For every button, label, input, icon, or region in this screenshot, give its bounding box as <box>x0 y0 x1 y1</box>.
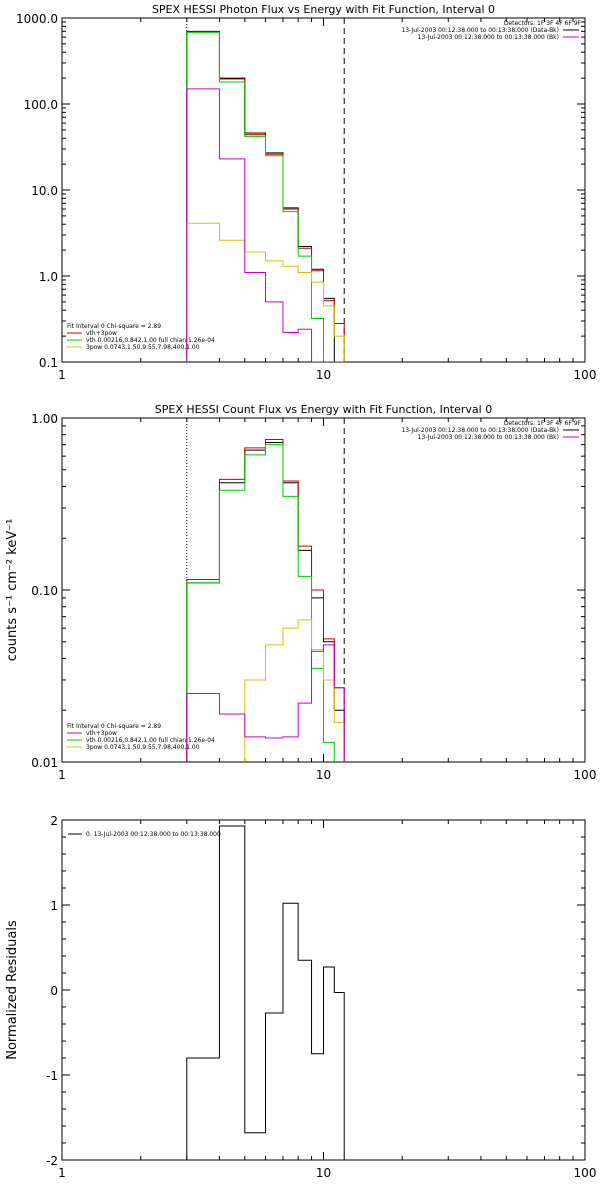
x-tick-label: 10 <box>316 368 331 382</box>
y-axis-label: counts s⁻¹ cm⁻² keV⁻¹ <box>5 519 20 662</box>
chart-title: SPEX HESSI Count Flux vs Energy with Fit… <box>155 403 492 416</box>
chart-panel-1: SPEX HESSI Count Flux vs Energy with Fit… <box>5 403 597 782</box>
series-line-2 <box>186 444 335 762</box>
fit-legend-title: Fit Interval 0 Chi-square = 2.89 <box>67 323 161 330</box>
x-tick-label: 100 <box>574 768 597 782</box>
y-tick-label: -1 <box>46 1069 58 1083</box>
x-tick-label: 1 <box>58 1166 66 1180</box>
x-tick-label: 1 <box>58 368 66 382</box>
y-tick-label: 0.1 <box>39 356 58 370</box>
series-line-3 <box>244 619 345 762</box>
time-interval-label: 13-Jul-2003 00:12:38.000 to 00:13:38.000… <box>401 27 559 34</box>
legend-item-label: vth 0.00216,0.842,1.00 full chian 1.26e-… <box>86 737 215 744</box>
y-tick-label: 1.00 <box>31 412 58 426</box>
chart-panel-2: 1 10 100 -2 -1 0 1 2 Normalized Residuals 0. 13-J… <box>5 814 597 1180</box>
legend-item-label: vth 0.00216,0.842,1.00 full chian 1.26e-… <box>86 337 215 344</box>
legend-item-label: 3pow 0.0743,1.50,9.55,7.98,400,1.00 <box>86 344 200 351</box>
x-tick-label: 10 <box>316 1166 331 1180</box>
y-tick-label: 2 <box>50 814 58 828</box>
time-interval-label: 13-Jul-2003 00:12:38.000 to 00:13:38.000… <box>418 34 559 41</box>
x-tick-label: 100 <box>574 1166 597 1180</box>
series-line-0 <box>186 30 345 362</box>
series-line-2 <box>186 31 324 362</box>
chart-panel-0: SPEX HESSI Photon Flux vs Energy with Fi… <box>16 3 597 382</box>
y-tick-label: -2 <box>46 1154 58 1168</box>
y-tick-label: 0.10 <box>31 584 58 598</box>
series-line-1 <box>186 31 345 362</box>
chart-title: SPEX HESSI Photon Flux vs Energy with Fi… <box>152 3 495 16</box>
y-tick-label: 1.0 <box>39 270 58 284</box>
y-axis-label: Normalized Residuals <box>5 920 20 1060</box>
series-line-0 <box>186 825 345 1160</box>
series-line-4 <box>186 644 345 762</box>
y-tick-label: 1 <box>50 899 58 913</box>
series-line-3 <box>186 222 345 362</box>
time-interval-label: 13-Jul-2003 00:12:38.000 to 00:13:38.000… <box>418 434 559 441</box>
legend-item-label: 3pow 0.0743,1.50,9.55,7.98,400,1.00 <box>86 744 200 751</box>
detectors-label: Detectors: 1F 3F 4F 6F 9F <box>504 420 582 427</box>
plot-frame <box>61 17 586 363</box>
x-tick-label: 1 <box>58 768 66 782</box>
legend-item-label: 0. 13-Jul-2003 00:12:38.000 to 00:13:38.… <box>86 831 221 838</box>
legend-item-label: vth+3pow <box>86 730 117 737</box>
detectors-label: Detectors: 1F 3F 4F 6F 9F <box>504 20 582 27</box>
fit-legend-title: Fit Interval 0 Chi-square = 2.89 <box>67 723 161 730</box>
time-interval-label: 13-Jul-2003 00:12:38.000 to 00:13:38.000… <box>401 427 559 434</box>
series-line-1 <box>186 438 345 762</box>
legend-item-label: vth+3pow <box>86 330 117 337</box>
series-line-0 <box>186 442 345 762</box>
y-tick-label: 10.0 <box>31 184 58 198</box>
y-tick-label: 0 <box>50 984 58 998</box>
x-tick-label: 10 <box>316 768 331 782</box>
y-tick-label: 1000.0 <box>16 12 58 26</box>
y-tick-label: 100.0 <box>24 98 58 112</box>
y-tick-label: 0.01 <box>31 756 58 770</box>
series-line-4 <box>186 88 345 362</box>
x-tick-label: 100 <box>574 368 597 382</box>
